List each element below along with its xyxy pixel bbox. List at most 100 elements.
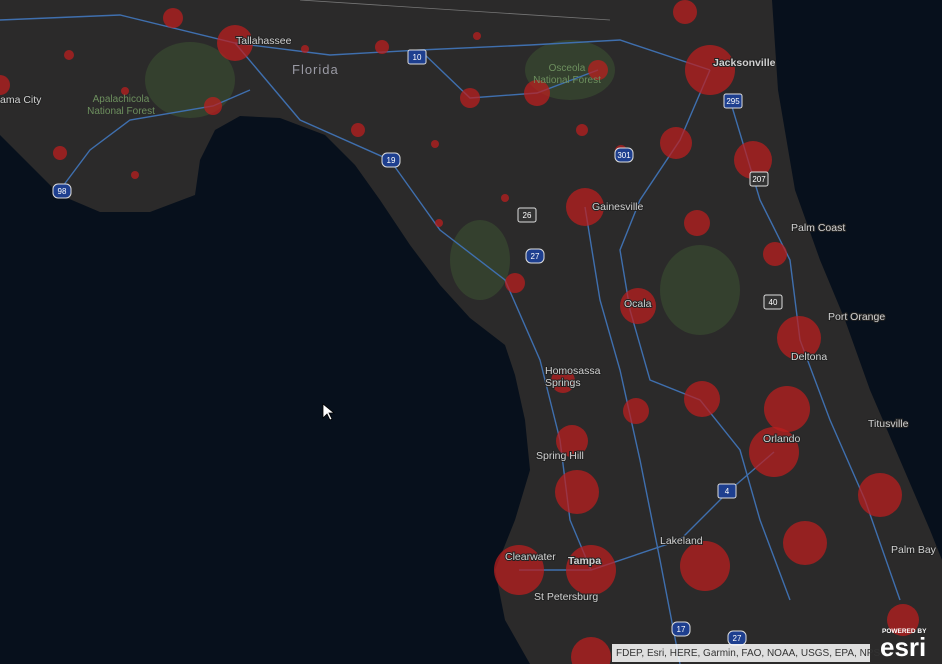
symbol: [551, 369, 575, 393]
shield-label: 19: [387, 156, 396, 165]
shield-label: 98: [58, 187, 67, 196]
shield: [517, 207, 537, 223]
symbol: [555, 470, 599, 514]
shield: [381, 152, 401, 168]
symbol: [217, 25, 253, 61]
city-label: Homosassa: [545, 365, 601, 377]
symbol: [556, 425, 588, 457]
shield: [52, 183, 72, 199]
park-label: Osceola: [549, 63, 586, 74]
symbol: [571, 637, 611, 664]
city-label: Titusville: [868, 418, 909, 430]
shield-label: 17: [677, 625, 686, 634]
park-label: Apalachicola: [93, 94, 150, 105]
shield: [763, 294, 783, 310]
symbol: [620, 288, 656, 324]
city-label: Clearwater: [505, 551, 556, 563]
symbol: [473, 32, 481, 40]
attribution-bg: [612, 644, 870, 662]
attribution: FDEP, Esri, HERE, Garmin, FAO, NOAA, USG…: [616, 648, 880, 659]
shield-label: 26: [523, 211, 532, 220]
state-label: Florida: [292, 62, 339, 77]
logo: esri: [880, 632, 926, 662]
city-label: Tallahassee: [236, 35, 292, 47]
shield-label: 27: [531, 252, 540, 261]
symbol: [623, 398, 649, 424]
shield: [749, 171, 769, 187]
park-label: National Forest: [87, 106, 155, 117]
symbol: [460, 88, 480, 108]
symbol: [64, 50, 74, 60]
shield: [671, 621, 691, 637]
shield: [717, 483, 737, 499]
symbol: [566, 545, 616, 595]
city-label: Lakeland: [660, 535, 703, 547]
shield-label: 295: [726, 97, 740, 106]
symbol: [204, 97, 222, 115]
symbol: [660, 127, 692, 159]
symbol: [524, 80, 550, 106]
city-label: Jacksonville: [713, 57, 776, 69]
symbol: [121, 87, 129, 95]
symbol: [673, 0, 697, 24]
symbol: [783, 521, 827, 565]
city-label: ama City: [0, 94, 42, 106]
shields: 10 295 19 301 207 98 26 27 40 4 17 27: [52, 49, 783, 646]
symbol: [684, 210, 710, 236]
symbol: [431, 140, 439, 148]
symbol: [163, 8, 183, 28]
cursor: [322, 403, 336, 421]
symbol: [763, 242, 787, 266]
symbol: [685, 45, 735, 95]
state-border: [299, 0, 611, 21]
shield-label: 301: [617, 151, 631, 160]
symbol: [684, 381, 720, 417]
symbol: [435, 219, 443, 227]
symbol: [734, 141, 772, 179]
symbol: [494, 545, 544, 595]
symbol: [858, 473, 902, 517]
shield-label: 207: [752, 175, 766, 184]
logo-caption: POWERED BY: [882, 628, 927, 635]
symbol: [501, 194, 509, 202]
city-label: Orlando: [763, 433, 801, 445]
shield: [525, 248, 545, 264]
shield: [407, 49, 427, 65]
city-label: Gainesville: [592, 201, 644, 213]
shield-label: 10: [413, 53, 422, 62]
symbol: [749, 427, 799, 477]
symbol: [53, 146, 67, 160]
city-label: Tampa: [568, 555, 601, 567]
city-label: Palm Coast: [791, 222, 845, 234]
symbol: [505, 273, 525, 293]
labels: Tallahassee Florida ama City Apalachicol…: [0, 34, 938, 604]
symbol: [576, 124, 588, 136]
city-label: Port Orange: [828, 311, 885, 323]
symbol: [588, 60, 608, 80]
shield-label: 27: [733, 634, 742, 643]
symbol: [375, 40, 389, 54]
symbol: [0, 75, 10, 95]
symbol: [301, 45, 309, 53]
symbols: [0, 0, 919, 664]
shield-label: 40: [769, 298, 778, 307]
shield: [723, 93, 743, 109]
city-label: Deltona: [791, 351, 827, 363]
city-label: Springs: [545, 377, 581, 389]
city-label: Palm Bay: [891, 544, 937, 556]
shield: [614, 147, 634, 163]
symbol: [351, 123, 365, 137]
park-label: National Forest: [533, 75, 601, 86]
symbol: [764, 386, 810, 432]
city-label: Spring Hill: [536, 450, 584, 462]
symbol: [887, 604, 919, 636]
symbol: [680, 541, 730, 591]
symbol: [131, 171, 139, 179]
city-label: Ocala: [624, 298, 652, 310]
city-label: St Petersburg: [534, 591, 598, 603]
shield-label: 4: [725, 487, 730, 496]
symbol: [566, 188, 604, 226]
